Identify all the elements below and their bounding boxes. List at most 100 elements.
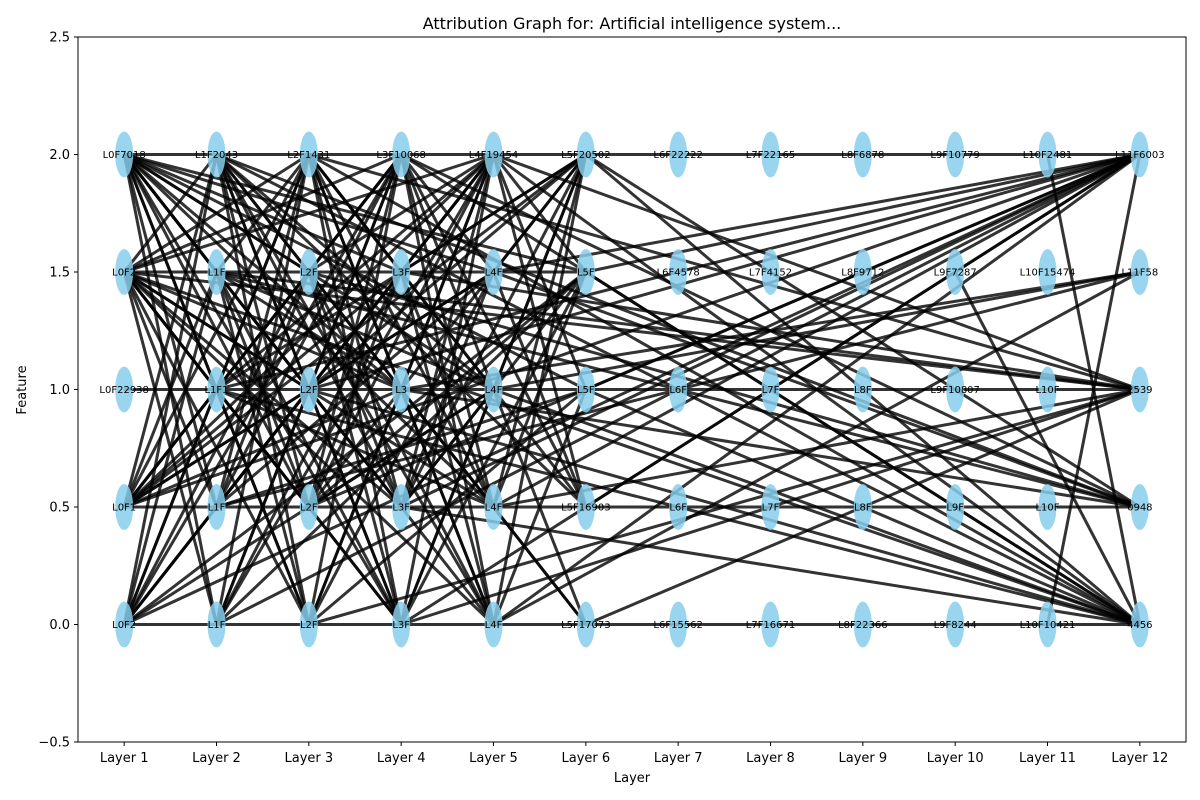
node-label: L8F6878 xyxy=(841,150,884,161)
node-label: L4F xyxy=(485,620,503,631)
graph-node xyxy=(669,366,688,413)
graph-edge xyxy=(585,270,1141,626)
node-label: L7F4152 xyxy=(749,268,792,279)
graph-node xyxy=(207,366,226,413)
graph-edge xyxy=(123,153,310,274)
graph-edge xyxy=(122,271,218,625)
graph-edge xyxy=(122,154,218,508)
graph-node xyxy=(761,366,780,413)
graph-node xyxy=(853,601,872,648)
graph-node xyxy=(299,131,318,178)
graph-node xyxy=(946,131,965,178)
graph-edge xyxy=(399,271,588,626)
graph-node xyxy=(299,484,318,530)
graph-edge xyxy=(308,270,1141,509)
node-label: L4F xyxy=(485,268,503,279)
graph-node xyxy=(1130,366,1149,413)
graph-node xyxy=(1038,131,1057,178)
graph-node xyxy=(484,484,503,530)
graph-node xyxy=(392,484,411,530)
graph-node xyxy=(1130,484,1149,530)
chart-title: Attribution Graph for: Artificial intell… xyxy=(423,14,842,33)
graph-node xyxy=(853,484,872,530)
node-label: L10F15474 xyxy=(1020,268,1076,279)
graph-node xyxy=(115,484,134,530)
graph-node xyxy=(484,601,503,648)
graph-edge xyxy=(215,153,311,273)
y-axis-ticks: −0.5 0.0 0.5 1.0 1.5 2.0 2.5 xyxy=(38,31,78,751)
graph-node xyxy=(761,249,780,295)
graph-edge xyxy=(215,154,311,625)
graph-edge xyxy=(492,153,1141,391)
graph-edge xyxy=(307,153,495,508)
graph-edge xyxy=(492,153,1141,509)
graph-node xyxy=(761,131,780,178)
graph-edge xyxy=(399,154,495,625)
graph-node xyxy=(853,131,872,178)
x-tick-label: Layer 10 xyxy=(927,751,984,766)
graph-node xyxy=(484,249,503,295)
node-label: L2F xyxy=(300,503,318,514)
graph-edge xyxy=(215,271,403,626)
graph-edge xyxy=(215,154,311,508)
node-label: L4F xyxy=(485,385,503,396)
graph-edge xyxy=(492,270,1141,626)
y-tick-label: −0.5 xyxy=(38,736,70,751)
graph-edge xyxy=(492,153,1141,626)
x-axis-title: Layer xyxy=(614,771,651,786)
node-label: 2539 xyxy=(1127,385,1152,396)
x-tick-label: Layer 11 xyxy=(1019,751,1076,766)
graph-node xyxy=(669,601,688,648)
graph-edge xyxy=(308,388,1141,626)
node-label: L6F22222 xyxy=(653,150,703,161)
node-label: L0F22938 xyxy=(99,385,149,396)
graph-node xyxy=(115,249,134,295)
x-tick-label: Layer 5 xyxy=(469,751,518,766)
graph-node xyxy=(761,601,780,648)
node-label: L3F xyxy=(392,620,410,631)
node-label: L4F19454 xyxy=(469,150,519,161)
graph-node xyxy=(1130,249,1149,295)
graph-edge xyxy=(308,153,495,274)
y-tick-label: 1.0 xyxy=(49,383,70,398)
graph-node xyxy=(946,484,965,530)
graph-node xyxy=(392,366,411,413)
node-label: L3 xyxy=(395,385,407,396)
graph-edge xyxy=(400,388,1141,509)
node-label: 0948 xyxy=(1127,503,1152,514)
graph-edge xyxy=(493,153,1141,274)
node-label: L2F1431 xyxy=(287,150,330,161)
graph-node xyxy=(1038,249,1057,295)
graph-node xyxy=(669,484,688,530)
node-label: L5F xyxy=(577,268,595,279)
graph-edge xyxy=(492,388,1141,626)
graph-edge xyxy=(122,154,218,625)
node-label: L3F10068 xyxy=(376,150,426,161)
node-label: L8F xyxy=(854,385,872,396)
graph-node xyxy=(115,601,134,648)
graph-node xyxy=(576,249,595,295)
graph-edge xyxy=(492,153,588,391)
node-label: L9F10779 xyxy=(930,150,980,161)
y-axis-title: Feature xyxy=(15,365,30,414)
graph-edge xyxy=(215,153,311,391)
graph-edge xyxy=(123,270,1141,626)
node-label: L3F xyxy=(392,268,410,279)
node-label: L9F7287 xyxy=(934,268,977,279)
node-label: L8F9712 xyxy=(841,268,884,279)
graph-edge xyxy=(1046,154,1142,625)
graph-node xyxy=(576,366,595,413)
node-label: L9F10807 xyxy=(930,385,980,396)
node-label: L4F xyxy=(485,503,503,514)
graph-edge xyxy=(953,271,1142,626)
graph-node xyxy=(576,131,595,178)
graph-node xyxy=(207,484,226,530)
graph-node xyxy=(484,131,503,178)
x-tick-label: Layer 3 xyxy=(285,751,334,766)
node-label: L1F xyxy=(208,620,226,631)
graph-node xyxy=(1038,601,1057,648)
node-label: L6F xyxy=(669,503,687,514)
graph-edge xyxy=(215,153,403,508)
x-tick-label: Layer 12 xyxy=(1111,751,1168,766)
